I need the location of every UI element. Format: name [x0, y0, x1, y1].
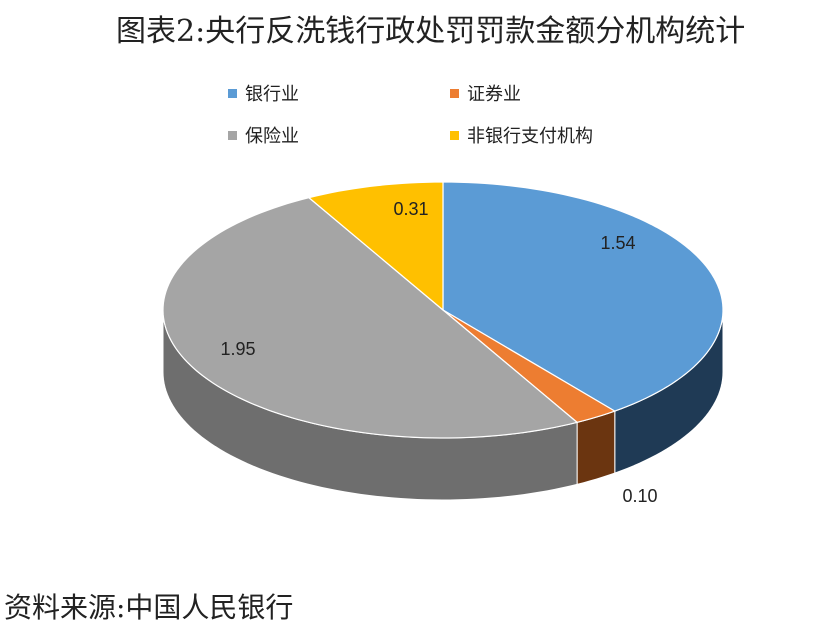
pie-tops	[162, 181, 724, 439]
source-note: 资料来源:中国人民银行	[4, 591, 294, 624]
data-label-banking: 1.54	[600, 233, 635, 253]
legend-label-banking: 银行业	[245, 84, 299, 105]
data-label-insurance: 1.95	[220, 339, 255, 359]
slice-payment	[307, 181, 444, 312]
slice-banking	[442, 181, 724, 412]
pie-sides	[162, 309, 724, 501]
legend-item-securities: 证券业	[450, 80, 521, 106]
chart-legend: 银行业 证券业 保险业 非银行支付机构	[228, 76, 648, 156]
chart-title: 图表2:央行反洗钱行政处罚罚款金额分机构统计	[116, 14, 746, 49]
slice-securities-side	[576, 410, 616, 486]
legend-label-securities: 证券业	[467, 84, 521, 105]
legend-label-payment: 非银行支付机构	[467, 126, 593, 147]
data-label-securities: 0.10	[622, 486, 657, 506]
legend-swatch-banking	[228, 88, 237, 98]
legend-item-banking: 银行业	[228, 80, 299, 106]
legend-label-insurance: 保险业	[245, 126, 299, 147]
legend-swatch-insurance	[228, 130, 237, 140]
slice-insurance	[162, 196, 579, 439]
pie-labels: 1.54 0.10 1.95 0.31	[220, 199, 657, 506]
legend-item-payment: 非银行支付机构	[450, 122, 593, 148]
slice-securities	[442, 309, 617, 424]
legend-swatch-payment	[450, 130, 459, 140]
legend-swatch-securities	[450, 88, 459, 98]
legend-item-insurance: 保险业	[228, 122, 299, 148]
data-label-payment: 0.31	[393, 199, 428, 219]
